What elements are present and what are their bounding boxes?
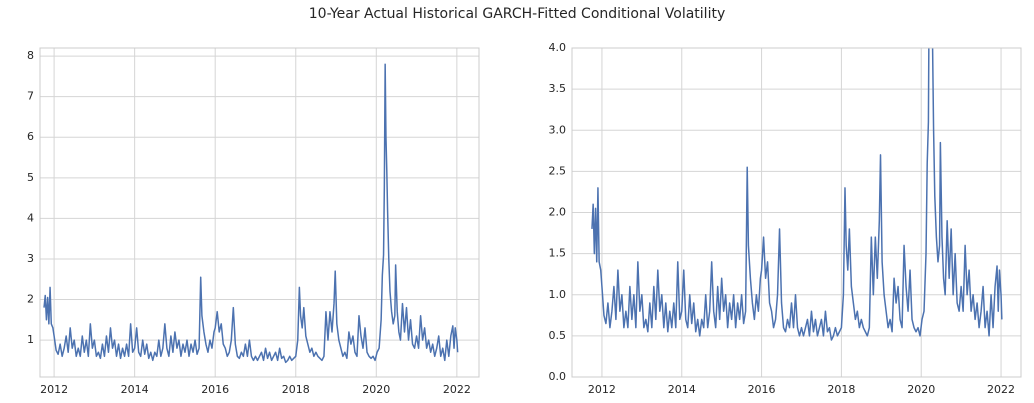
plot-area (40, 48, 479, 377)
y-tick-label: 2.5 (549, 164, 567, 177)
x-tick-label: 2014 (668, 383, 696, 396)
x-tick-label: 2020 (362, 383, 390, 396)
y-tick-label: 6 (27, 130, 34, 143)
x-tick-label: 2018 (827, 383, 855, 396)
y-tick-label: 3.5 (549, 82, 567, 95)
x-tick-label: 2012 (40, 383, 68, 396)
y-tick-label: 2.0 (549, 206, 567, 219)
y-tick-label: 4.0 (549, 41, 567, 54)
y-tick-label: 1.5 (549, 247, 567, 260)
y-tick-label: 7 (27, 90, 34, 103)
x-tick-label: 2012 (588, 383, 616, 396)
y-tick-label: 0.0 (549, 370, 567, 383)
y-tick-label: 3.0 (549, 123, 567, 136)
x-tick-label: 2018 (282, 383, 310, 396)
y-tick-label: 4 (27, 211, 34, 224)
x-tick-label: 2016 (201, 383, 229, 396)
x-tick-label: 2014 (121, 383, 149, 396)
volatility-line (43, 63, 459, 364)
axes-frame (571, 47, 1022, 378)
y-tick-label: 8 (27, 49, 34, 62)
x-tick-label: 2022 (987, 383, 1015, 396)
x-tick-label: 2016 (748, 383, 776, 396)
x-tick-label: 2022 (443, 383, 471, 396)
x-tick-label: 2020 (907, 383, 935, 396)
figure-title: 10-Year Actual Historical GARCH-Fitted C… (309, 6, 725, 22)
y-tick-label: 5 (27, 171, 34, 184)
y-tick-label: 0.5 (549, 329, 567, 342)
axes-frame (39, 47, 480, 378)
y-tick-label: 3 (27, 252, 34, 265)
y-tick-label: 1 (27, 333, 34, 346)
volatility-line (591, 48, 1003, 341)
y-tick-label: 1.0 (549, 288, 567, 301)
y-tick-label: 2 (27, 293, 34, 306)
